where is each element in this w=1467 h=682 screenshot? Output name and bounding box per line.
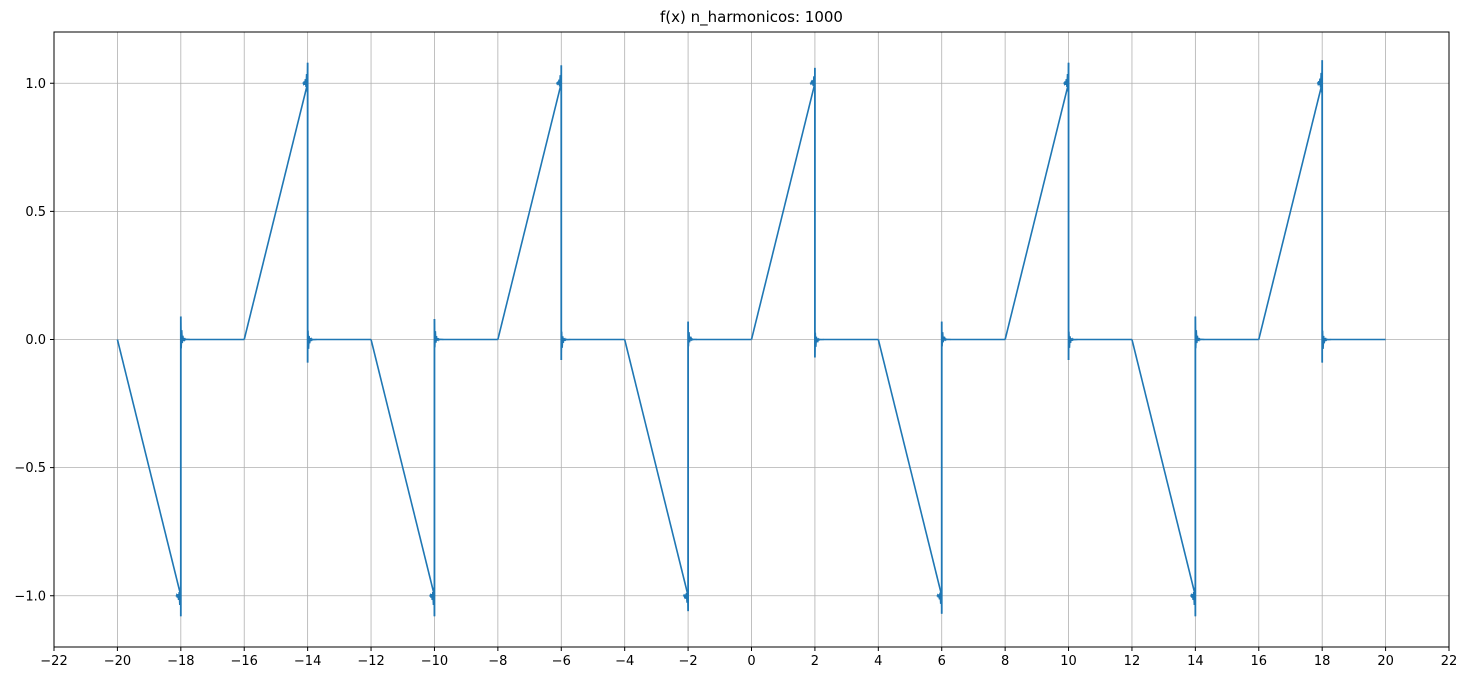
chart-title: f(x) n_harmonicos: 1000 (660, 8, 843, 27)
y-tick-label: 0.5 (25, 205, 46, 220)
x-tick-label: −18 (167, 654, 194, 669)
series-line-segment (1004, 83, 1070, 340)
y-tick-label: −0.5 (14, 461, 46, 476)
x-axis: −22 −20 −18 −16 −14 −12 −10 −8 −6 −4 −2 0 2 4 6 8 10 12 14… (40, 647, 1457, 669)
gibbs-ringing (1063, 62, 1070, 92)
series-group (116, 60, 1386, 617)
gibbs-ringing (1194, 316, 1205, 349)
x-tick-label: 22 (1441, 654, 1458, 669)
series-line-segment (750, 83, 816, 340)
gibbs-ringing (936, 588, 943, 614)
x-tick-label: −12 (357, 654, 384, 669)
gibbs-ringing (1067, 331, 1078, 361)
gibbs-ringing (429, 587, 436, 617)
gibbs-ringing (1189, 587, 1196, 617)
y-tick-label: 0.0 (25, 333, 46, 348)
gibbs-ringing (1321, 330, 1332, 363)
gibbs-ringing (307, 330, 317, 363)
gibbs-ringing (302, 62, 309, 92)
x-tick-label: −10 (421, 654, 448, 669)
x-tick-label: 20 (1377, 654, 1394, 669)
series-line-segment (497, 83, 563, 340)
series-line-segment (877, 339, 943, 596)
gibbs-ringing (1316, 60, 1323, 93)
x-tick-label: −8 (488, 654, 507, 669)
x-tick-label: 6 (938, 654, 946, 669)
gibbs-ringing (175, 587, 182, 617)
x-tick-label: 2 (811, 654, 819, 669)
series-line-segment (116, 339, 182, 596)
x-tick-label: 16 (1250, 654, 1267, 669)
series-line-segment (370, 339, 436, 596)
x-tick-label: −20 (104, 654, 131, 669)
x-tick-label: −4 (615, 654, 634, 669)
x-tick-label: 4 (874, 654, 882, 669)
y-tick-label: −1.0 (14, 589, 46, 604)
x-tick-label: 8 (1001, 654, 1009, 669)
x-tick-label: −16 (231, 654, 258, 669)
x-tick-label: 14 (1187, 654, 1204, 669)
series-line-segment (243, 83, 309, 340)
x-tick-label: −2 (679, 654, 698, 669)
x-tick-label: −6 (552, 654, 571, 669)
gibbs-ringing (687, 321, 698, 347)
series-line-segment (623, 339, 689, 596)
x-tick-label: −22 (40, 654, 67, 669)
gibbs-ringing (560, 331, 571, 361)
gibbs-ringing (555, 65, 562, 91)
x-tick-label: 12 (1124, 654, 1141, 669)
x-tick-label: 18 (1314, 654, 1331, 669)
gibbs-ringing (433, 318, 444, 348)
gibbs-ringing (682, 589, 689, 612)
series-line-segment (1131, 339, 1197, 596)
y-axis: −1.0 −0.5 0.0 0.5 1.0 (14, 77, 54, 604)
x-tick-label: 0 (747, 654, 755, 669)
gibbs-ringing (809, 67, 816, 90)
series-line-segment (1257, 83, 1323, 340)
gibbs-ringing (814, 332, 824, 358)
gibbs-ringing (180, 316, 190, 349)
x-tick-label: 10 (1060, 654, 1077, 669)
x-tick-label: −14 (294, 654, 321, 669)
y-tick-label: 1.0 (25, 77, 46, 92)
gibbs-ringing (941, 321, 951, 347)
